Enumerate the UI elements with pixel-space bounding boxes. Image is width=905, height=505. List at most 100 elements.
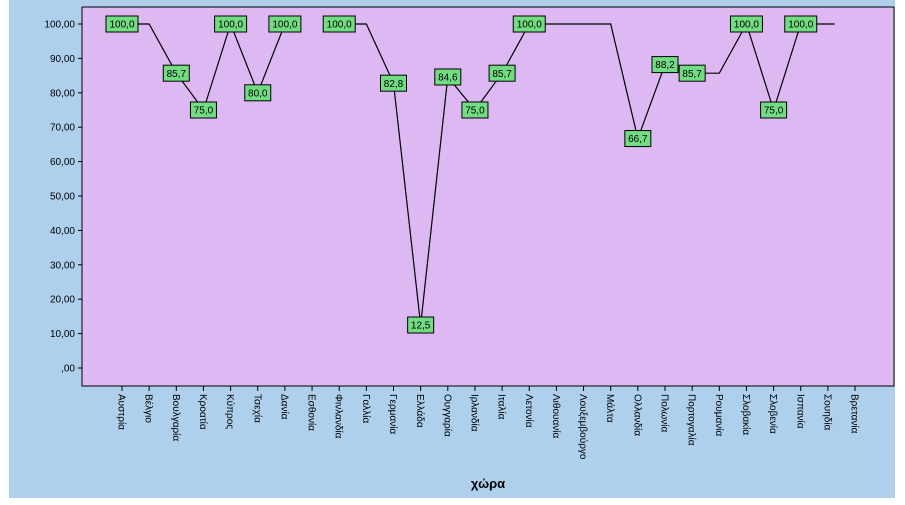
x-tick-label: Τσεχία <box>251 394 263 423</box>
series-line <box>122 22 835 326</box>
x-tick-label: Φινλανδία <box>333 394 345 439</box>
data-label-text: 75,0 <box>764 106 784 117</box>
x-tick-label: Πολωνία <box>659 394 671 432</box>
plot-area <box>81 6 895 387</box>
data-label: 85,7 <box>678 64 706 82</box>
data-label: 85,7 <box>488 64 516 82</box>
data-label: 80,0 <box>244 84 272 102</box>
data-label: 75,0 <box>760 101 788 119</box>
data-label-box <box>407 316 435 334</box>
data-label-box <box>729 15 763 33</box>
data-label-box <box>784 15 818 33</box>
data-label-box <box>268 15 302 33</box>
data-label-text: 85,7 <box>682 69 702 80</box>
x-tick-label: Ελλάδα <box>414 394 426 428</box>
data-label-text: 75,0 <box>465 106 485 117</box>
x-tick-label: Αυστρία <box>116 394 128 430</box>
x-tick-label: Ισπανία <box>794 394 806 429</box>
x-axis: Αυστρία Βέλγιο Βουλγαρία Κροατία Κύπρος Τσεχί… <box>116 386 861 460</box>
data-label-box <box>488 64 516 82</box>
data-label: 100,0 <box>268 15 302 33</box>
data-label-text: 100,0 <box>327 20 352 31</box>
data-label-text: 66,7 <box>628 134 648 145</box>
y-tick-label: 50,00 <box>50 192 75 203</box>
data-label-text: 80,0 <box>248 88 268 99</box>
x-tick-label: Βουλγαρία <box>170 394 182 441</box>
data-label: 75,0 <box>189 101 217 119</box>
data-label-text: 88,2 <box>655 60 675 71</box>
x-tick-label: Γερμανία <box>387 394 399 434</box>
x-tick-label: Κύπρος <box>224 394 236 429</box>
x-tick-label: Κροατία <box>197 394 209 430</box>
data-label-box <box>461 101 489 119</box>
y-axis: ,00 10,00 20,00 30,00 40,00 50,00 60,00 70,00 80… <box>44 20 82 375</box>
x-tick-label: Ολλανδία <box>631 394 643 436</box>
data-label-text: 82,8 <box>384 79 404 90</box>
series-polyline <box>339 22 835 326</box>
x-tick-label: Μάλτα <box>604 394 616 423</box>
data-label-text: 100,0 <box>788 20 813 31</box>
data-label-box <box>624 130 652 148</box>
series-polyline <box>122 22 292 112</box>
x-tick-label: Ιρλανδία <box>468 394 480 432</box>
data-label-box <box>760 101 788 119</box>
x-tick-label: Σουηδία <box>821 394 833 431</box>
data-label-box <box>380 74 407 92</box>
data-label-box <box>322 15 356 33</box>
data-label: 100,0 <box>322 15 356 33</box>
x-tick-label: Γαλλία <box>360 394 372 424</box>
data-label-text: 100,0 <box>218 20 243 31</box>
y-tick-label: 40,00 <box>50 226 75 237</box>
y-tick-label: 80,00 <box>50 88 75 99</box>
data-label: 82,8 <box>380 74 407 92</box>
data-label-text: 75,0 <box>194 106 214 117</box>
x-tick-label: Λετονία <box>523 394 535 428</box>
x-tick-label: Λουξεμβούργο <box>577 394 589 460</box>
data-label-box <box>678 64 706 82</box>
y-tick-label: 60,00 <box>50 157 75 168</box>
data-labels: 100,0 85,7 75,0 100,0 80,0 100,0 100,0 82,8 12,5… <box>105 15 818 334</box>
x-tick-label: Ουγγαρία <box>441 394 453 437</box>
x-tick-label: Εσθονία <box>306 394 318 431</box>
data-label-text: 100,0 <box>734 20 759 31</box>
data-label-text: 100,0 <box>109 20 134 31</box>
data-label-text: 100,0 <box>272 20 297 31</box>
data-label-text: 12,5 <box>411 321 431 332</box>
y-tick-label: ,00 <box>61 364 75 375</box>
data-label: 100,0 <box>784 15 818 33</box>
x-tick-label: Πορτογαλία <box>686 394 698 446</box>
data-label: 84,6 <box>434 68 462 86</box>
y-tick-label: 70,00 <box>50 123 75 134</box>
x-tick-label: Βρετανία <box>849 394 861 434</box>
data-label-box <box>105 15 139 33</box>
data-label-box <box>651 56 679 74</box>
data-label-text: 100,0 <box>517 20 542 31</box>
y-tick-label: 30,00 <box>50 260 75 271</box>
data-label: 85,7 <box>162 64 190 82</box>
x-tick-label: Ιταλία <box>496 394 508 420</box>
x-tick-label: Σλοβενία <box>767 394 779 434</box>
data-label-box <box>189 101 217 119</box>
data-label-text: 84,6 <box>438 73 458 84</box>
y-tick-label: 100,00 <box>44 20 75 31</box>
x-tick-label: Βέλγιο <box>143 394 155 423</box>
x-tick-label: Δανία <box>278 394 290 420</box>
x-axis-title: χώρα <box>471 476 505 491</box>
data-label-text: 85,7 <box>492 69 512 80</box>
y-tick-label: 10,00 <box>50 329 75 340</box>
data-label: 100,0 <box>729 15 763 33</box>
data-label: 100,0 <box>105 15 139 33</box>
data-label-box <box>244 84 272 102</box>
data-label-box <box>214 15 248 33</box>
x-tick-label: Λιθουανία <box>550 394 562 438</box>
x-tick-label: Σλοβακία <box>740 394 752 435</box>
data-label: 12,5 <box>407 316 435 334</box>
y-tick-label: 20,00 <box>50 295 75 306</box>
data-label-box <box>434 68 462 86</box>
data-label: 66,7 <box>624 130 652 148</box>
data-label: 100,0 <box>214 15 248 33</box>
data-label: 88,2 <box>651 56 679 74</box>
data-label-box <box>162 64 190 82</box>
data-label: 75,0 <box>461 101 489 119</box>
